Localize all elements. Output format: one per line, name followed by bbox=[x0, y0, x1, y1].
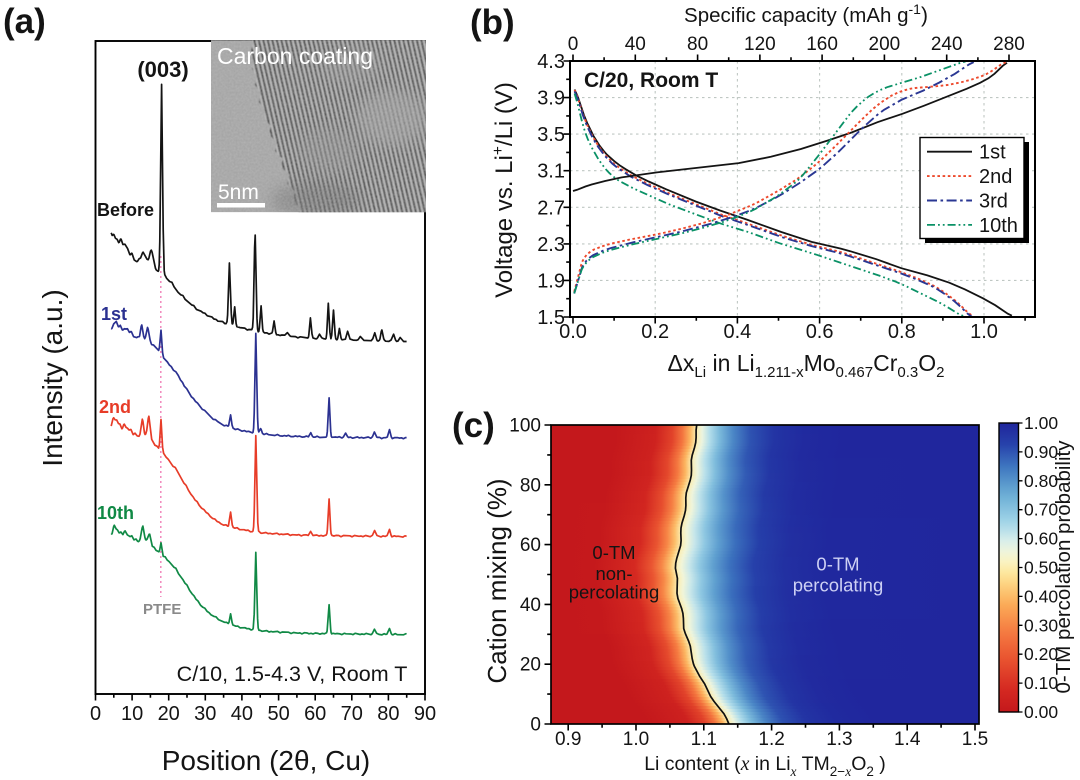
svg-text:3.1: 3.1 bbox=[537, 161, 565, 183]
svg-text:120: 120 bbox=[744, 34, 776, 55]
svg-text:60: 60 bbox=[520, 535, 541, 556]
svg-text:80: 80 bbox=[687, 34, 708, 55]
svg-text:240: 240 bbox=[931, 34, 963, 55]
svg-text:3.5: 3.5 bbox=[537, 124, 565, 146]
svg-text:1st: 1st bbox=[101, 304, 127, 324]
svg-text:0-TM: 0-TM bbox=[592, 542, 635, 563]
svg-text:(b): (b) bbox=[470, 3, 515, 42]
svg-text:30: 30 bbox=[194, 703, 216, 725]
svg-text:5nm: 5nm bbox=[218, 181, 259, 204]
svg-text:1.1: 1.1 bbox=[691, 729, 717, 750]
svg-text:1.9: 1.9 bbox=[537, 270, 565, 292]
svg-text:0.60: 0.60 bbox=[1024, 529, 1058, 549]
svg-text:C/10, 1.5-4.3 V, Room T: C/10, 1.5-4.3 V, Room T bbox=[177, 662, 408, 686]
svg-text:0-TM: 0-TM bbox=[816, 554, 859, 575]
svg-text:1.5: 1.5 bbox=[537, 307, 565, 329]
svg-text:0.80: 0.80 bbox=[1024, 471, 1058, 491]
svg-text:non-: non- bbox=[595, 563, 632, 584]
svg-text:Voltage vs. Li+/Li (V): Voltage vs. Li+/Li (V) bbox=[490, 82, 518, 298]
svg-text:0.00: 0.00 bbox=[1024, 702, 1058, 722]
svg-text:(a): (a) bbox=[3, 2, 46, 41]
svg-text:10: 10 bbox=[121, 703, 143, 725]
svg-text:160: 160 bbox=[806, 34, 838, 55]
svg-text:40: 40 bbox=[625, 34, 646, 55]
svg-text:0.40: 0.40 bbox=[1024, 586, 1058, 606]
svg-text:Intensity (a.u.): Intensity (a.u.) bbox=[37, 289, 68, 466]
svg-text:20: 20 bbox=[158, 703, 180, 725]
svg-text:10th: 10th bbox=[97, 503, 134, 523]
svg-text:0: 0 bbox=[530, 715, 541, 736]
svg-text:280: 280 bbox=[993, 34, 1025, 55]
svg-text:0.20: 0.20 bbox=[1024, 644, 1058, 664]
svg-text:Position (2θ, Cu): Position (2θ, Cu) bbox=[162, 745, 371, 776]
svg-text:10th: 10th bbox=[979, 215, 1018, 237]
svg-text:50: 50 bbox=[267, 703, 289, 725]
svg-text:C/20, Room T: C/20, Room T bbox=[584, 69, 718, 92]
svg-text:Cation mixing (%): Cation mixing (%) bbox=[482, 478, 512, 683]
svg-text:0.50: 0.50 bbox=[1024, 558, 1058, 578]
svg-text:1.0: 1.0 bbox=[623, 729, 649, 750]
svg-text:2nd: 2nd bbox=[99, 397, 131, 417]
svg-text:2nd: 2nd bbox=[979, 166, 1012, 188]
svg-text:(003): (003) bbox=[137, 57, 188, 82]
svg-text:(c): (c) bbox=[452, 406, 495, 445]
svg-text:80: 80 bbox=[377, 703, 399, 725]
svg-text:1.2: 1.2 bbox=[758, 729, 784, 750]
svg-text:0.2: 0.2 bbox=[641, 321, 669, 343]
svg-text:20: 20 bbox=[520, 655, 541, 676]
svg-text:1.3: 1.3 bbox=[826, 729, 852, 750]
svg-text:0-TM percolation probability: 0-TM percolation probability bbox=[1052, 440, 1075, 694]
svg-text:1st: 1st bbox=[979, 142, 1006, 164]
svg-text:Li content (x in Lix TM2−xO2 ): Li content (x in Lix TM2−xO2 ) bbox=[644, 753, 886, 779]
svg-text:1.4: 1.4 bbox=[894, 729, 921, 750]
svg-text:0.4: 0.4 bbox=[723, 321, 751, 343]
svg-text:40: 40 bbox=[520, 595, 541, 616]
svg-text:0.90: 0.90 bbox=[1024, 442, 1058, 462]
svg-text:80: 80 bbox=[520, 475, 541, 496]
svg-text:40: 40 bbox=[231, 703, 253, 725]
svg-text:0.30: 0.30 bbox=[1024, 615, 1058, 635]
svg-text:0: 0 bbox=[90, 703, 101, 725]
svg-text:60: 60 bbox=[304, 703, 326, 725]
svg-text:0.8: 0.8 bbox=[888, 321, 916, 343]
svg-text:100: 100 bbox=[509, 416, 541, 437]
svg-text:0.6: 0.6 bbox=[806, 321, 834, 343]
svg-text:0: 0 bbox=[568, 34, 579, 55]
svg-text:2.3: 2.3 bbox=[537, 234, 565, 256]
svg-text:70: 70 bbox=[341, 703, 363, 725]
svg-text:0.0: 0.0 bbox=[559, 321, 587, 343]
svg-text:percolating: percolating bbox=[569, 582, 660, 603]
svg-text:200: 200 bbox=[869, 34, 901, 55]
svg-text:Specific capacity (mAh g-1): Specific capacity (mAh g-1) bbox=[684, 1, 928, 27]
svg-text:2.7: 2.7 bbox=[537, 197, 565, 219]
svg-text:1.00: 1.00 bbox=[1024, 413, 1058, 433]
svg-text:1.0: 1.0 bbox=[970, 321, 998, 343]
svg-text:percolating: percolating bbox=[793, 575, 884, 596]
svg-text:0.10: 0.10 bbox=[1024, 673, 1058, 693]
svg-text:Carbon coating: Carbon coating bbox=[217, 43, 373, 69]
svg-text:3.9: 3.9 bbox=[537, 88, 565, 110]
svg-text:4.3: 4.3 bbox=[537, 51, 565, 73]
svg-text:1.5: 1.5 bbox=[962, 729, 988, 750]
svg-text:PTFE: PTFE bbox=[143, 601, 181, 618]
svg-text:0.9: 0.9 bbox=[555, 729, 581, 750]
svg-text:Before: Before bbox=[97, 200, 154, 220]
svg-text:0.70: 0.70 bbox=[1024, 500, 1058, 520]
svg-text:90: 90 bbox=[414, 703, 436, 725]
svg-text:3rd: 3rd bbox=[979, 191, 1008, 213]
